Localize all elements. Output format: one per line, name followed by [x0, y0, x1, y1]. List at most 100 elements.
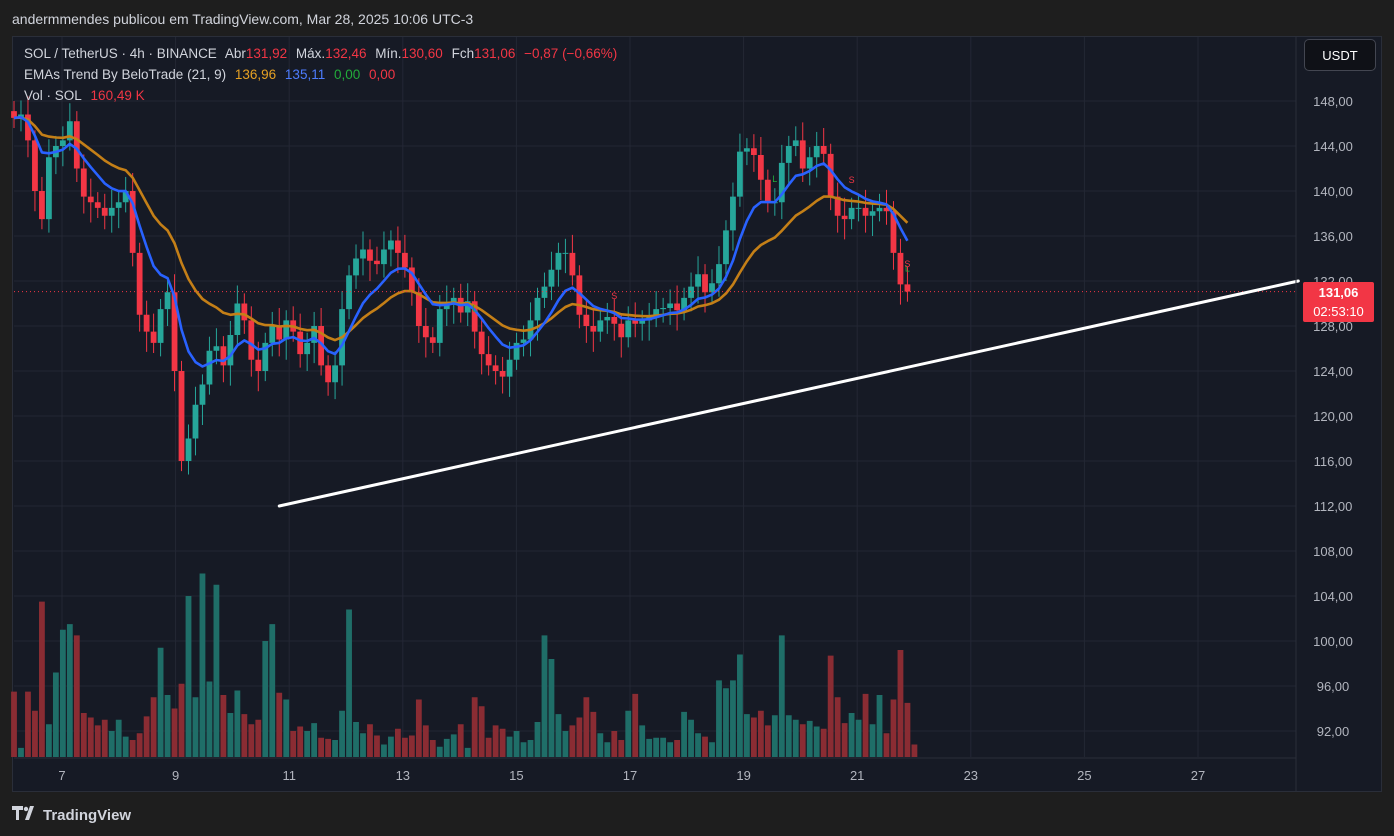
- x-axis: 7 9 11 13 15 17 19 21 23 25 27: [14, 37, 1297, 792]
- candle-body: [262, 342, 269, 371]
- candle-body: [520, 339, 527, 343]
- candlesticks: [11, 96, 911, 475]
- volume-bar: [464, 747, 471, 757]
- candle-body: [688, 286, 694, 298]
- ema-indicator-name[interactable]: EMAs Trend By BeloTrade (21, 9): [24, 67, 227, 82]
- volume-bar: [555, 714, 562, 757]
- volume-bar: [87, 717, 94, 757]
- candle-body: [883, 207, 890, 212]
- volume-bar: [415, 699, 422, 757]
- volume-bar: [422, 725, 429, 757]
- volume-bar: [332, 740, 338, 757]
- tradingview-brand: TradingView: [43, 806, 132, 824]
- volume-bar: [771, 715, 778, 757]
- volume-indicator-name[interactable]: Vol · SOL: [24, 88, 82, 103]
- volume-bar: [408, 735, 415, 757]
- volume-bar: [834, 697, 841, 757]
- candle-body: [143, 314, 150, 332]
- volume-bar: [527, 740, 534, 757]
- x-tick-label: 19: [736, 768, 750, 783]
- candle-body: [360, 249, 366, 259]
- candle-body: [506, 359, 513, 377]
- volume-bar: [730, 680, 736, 757]
- volume-bar: [220, 695, 227, 757]
- low-value: 130,60: [401, 46, 443, 61]
- candle-body: [429, 337, 436, 343]
- volume-bar: [150, 697, 157, 757]
- currency-button[interactable]: USDT: [1304, 39, 1376, 71]
- volume-bar: [18, 747, 24, 757]
- candle-body: [639, 320, 646, 324]
- volume-bar: [548, 659, 555, 757]
- ema-value-3: 0,00: [333, 67, 361, 82]
- volume-bar: [429, 740, 436, 757]
- x-tick-label: 17: [623, 768, 637, 783]
- volume-bar: [143, 716, 150, 757]
- candle-body: [744, 148, 750, 152]
- tradingview-footer[interactable]: TradingView: [12, 804, 131, 826]
- volume-value: 160,49 K: [90, 88, 145, 103]
- volume-bar: [206, 681, 213, 757]
- candle-body: [876, 207, 883, 212]
- volume-bar: [855, 719, 862, 757]
- volume-bar: [290, 731, 297, 757]
- volume-bar: [297, 726, 304, 757]
- symbol-name[interactable]: SOL / TetherUS · 4h · BINANCE: [24, 46, 217, 61]
- volume-bar: [227, 713, 234, 757]
- candle-body: [401, 252, 408, 268]
- candle-body: [422, 326, 429, 338]
- candle-body: [436, 309, 443, 343]
- volume-bar: [164, 695, 171, 757]
- candle-body: [611, 317, 618, 324]
- candle-body: [841, 215, 848, 220]
- volume-bar: [108, 731, 115, 757]
- volume-bar: [478, 706, 485, 757]
- volume-bar: [388, 736, 394, 757]
- candle-body: [569, 252, 576, 276]
- volume-bar: [325, 738, 331, 757]
- candle-body: [395, 240, 401, 253]
- volume-bar: [241, 714, 248, 757]
- close-label: Fch: [451, 46, 475, 61]
- candle-body: [541, 286, 548, 298]
- volume-bar: [381, 744, 387, 757]
- volume-bar: [639, 725, 646, 757]
- candle-body: [178, 371, 185, 461]
- candle-body: [702, 274, 708, 293]
- volume-bar: [136, 733, 143, 757]
- volume-bar: [890, 699, 897, 757]
- volume-bar: [583, 697, 590, 757]
- ema-fast-line: [13, 115, 909, 368]
- volume-bar: [702, 736, 708, 757]
- y-tick-label: 128,00: [1313, 319, 1353, 334]
- candle-body: [590, 326, 597, 332]
- volume-bar: [199, 573, 206, 757]
- volume-bar: [367, 724, 373, 757]
- candle-body: [269, 326, 276, 343]
- volume-bar: [311, 723, 318, 757]
- candle-body: [897, 252, 904, 285]
- candle-body: [764, 179, 771, 203]
- candle-body: [206, 350, 213, 385]
- candle-body: [555, 252, 562, 270]
- volume-bar: [646, 738, 653, 757]
- candle-body: [276, 326, 283, 340]
- change-value: −0,87 (−0,66%): [524, 46, 618, 61]
- candle-body: [827, 153, 834, 197]
- candle-body: [311, 326, 318, 343]
- candle-body: [806, 157, 813, 169]
- volume-bar: [695, 733, 701, 757]
- candle-body: [234, 303, 241, 335]
- signal-label: L: [472, 303, 477, 313]
- candle-body: [150, 331, 157, 343]
- candle-body: [80, 168, 87, 197]
- legend-volume-row: Vol · SOL 160,49 K: [24, 88, 150, 103]
- volume-bar: [304, 731, 311, 757]
- candle-body: [632, 320, 639, 324]
- candle-body: [304, 342, 311, 355]
- volume-bar: [213, 584, 220, 757]
- volume-bar: [911, 744, 918, 757]
- volume-bar: [632, 693, 639, 757]
